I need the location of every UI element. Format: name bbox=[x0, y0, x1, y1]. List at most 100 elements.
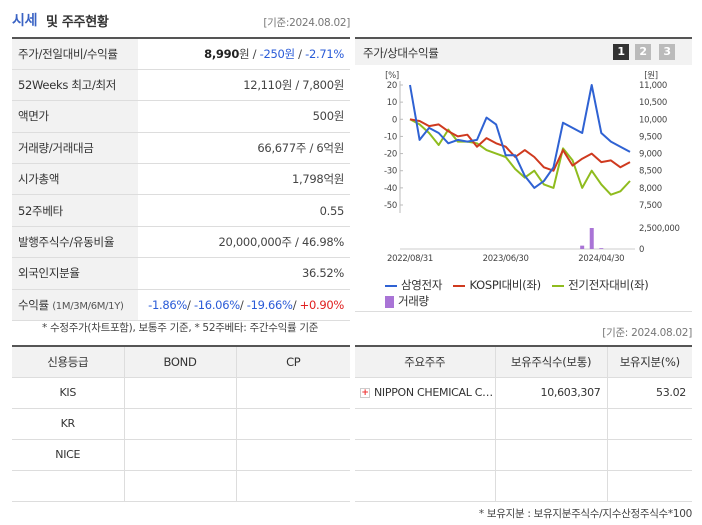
right-tick-label: 9,000 bbox=[639, 150, 662, 160]
legend-item-삼영전자[interactable]: 삼영전자 bbox=[385, 277, 442, 293]
shares-cell bbox=[494, 439, 607, 471]
market-stats-table: 주가/전일대비/수익률 8,990원 / -250원 / -2.71% 52Week… bbox=[12, 37, 350, 322]
stats-label-text: 수익률 bbox=[18, 297, 49, 312]
stats-value: 500원 bbox=[138, 100, 350, 133]
stats-label-period: (1M/3M/6M/1Y) bbox=[52, 300, 124, 312]
cp-cell bbox=[235, 377, 350, 409]
left-tick-label: 0 bbox=[392, 115, 397, 125]
stats-label: 시가총액 bbox=[12, 163, 138, 196]
stats-label-text: 외국인지분율 bbox=[18, 266, 80, 281]
table-row: KIS bbox=[12, 377, 350, 409]
section-header: 시세 및 주주현황 [기준:2024.08.02] bbox=[12, 8, 352, 32]
bond-cell bbox=[123, 439, 236, 471]
stake-cell bbox=[606, 408, 692, 440]
legend-label: 거래량 bbox=[398, 294, 429, 308]
cell-text: NICE bbox=[55, 448, 81, 461]
volume-bar bbox=[580, 245, 585, 249]
left-tick-label: 20 bbox=[387, 81, 397, 91]
left-tick-label: 10 bbox=[387, 98, 397, 108]
right-tick-label: 9,500 bbox=[639, 132, 662, 142]
agency-cell: KR bbox=[12, 408, 124, 440]
cp-cell bbox=[235, 439, 350, 471]
chart-legend-row-1: 삼영전자 KOSPI대비(좌) 전기전자대비(좌) bbox=[385, 277, 657, 293]
table-row bbox=[355, 408, 692, 440]
right-tick-label: 7,500 bbox=[639, 201, 662, 211]
volume-bar bbox=[589, 228, 594, 249]
series-line bbox=[409, 118, 631, 172]
legend-item-volume[interactable]: 거래량 bbox=[385, 293, 429, 309]
stats-label: 외국인지분율 bbox=[12, 257, 138, 290]
chart-page-3-button[interactable]: 3 bbox=[659, 44, 675, 60]
stake-col-header: 보유지분(%) bbox=[606, 346, 692, 378]
right-axis-unit: [원] bbox=[644, 71, 658, 81]
x-tick-label: 2022/08/31 bbox=[387, 254, 433, 264]
right-tick-label: 11,000 bbox=[639, 81, 667, 91]
stats-row: 수익률 (1M/3M/6M/1Y) -1.86%/ -16.06%/ -19.66… bbox=[12, 289, 350, 322]
stats-label: 52주베타 bbox=[12, 194, 138, 227]
legend-item-kospi[interactable]: KOSPI대비(좌) bbox=[453, 277, 541, 293]
left-tick-label: -10 bbox=[384, 132, 397, 142]
cell-text: 10,603,307 bbox=[540, 386, 601, 399]
stats-value: 66,677주 / 6억원 bbox=[138, 132, 350, 165]
stats-value: 1,798억원 bbox=[138, 163, 350, 196]
chart-page-2-button[interactable]: 2 bbox=[635, 44, 651, 60]
agency-cell: NICE bbox=[12, 439, 124, 471]
cell-text: 53.02 bbox=[656, 386, 686, 399]
credit-col-header: 신용등급 bbox=[12, 346, 124, 378]
stats-value-part: +0.90% bbox=[299, 297, 345, 312]
stats-value-part: / bbox=[187, 297, 194, 312]
agency-cell: KIS bbox=[12, 377, 124, 409]
stats-value: 0.55 bbox=[138, 194, 350, 227]
major-shareholder-table: 주요주주 보유주식수(보통) 보유지분(%) + NIPPON CHEMICAL … bbox=[355, 345, 692, 502]
stats-label: 주가/전일대비/수익률 bbox=[12, 38, 138, 70]
stats-label-text: 거래량/거래대금 bbox=[18, 140, 94, 155]
stats-row: 주가/전일대비/수익률 8,990원 / -250원 / -2.71% bbox=[12, 38, 350, 70]
table-row bbox=[355, 470, 692, 502]
shares-cell bbox=[494, 470, 607, 502]
stats-value-part: -250원 bbox=[259, 46, 295, 61]
table-row: KR bbox=[12, 408, 350, 440]
stats-value-part: -1.86% bbox=[148, 297, 187, 312]
chart-title: 주가/상대수익률 bbox=[363, 46, 439, 60]
stats-value: 20,000,000주 / 46.98% bbox=[138, 226, 350, 259]
reference-date: [기준:2024.08.02] bbox=[263, 17, 350, 29]
legend-label: 삼영전자 bbox=[401, 278, 443, 292]
cp-col-header: CP bbox=[235, 346, 350, 378]
left-tick-label: -40 bbox=[384, 184, 397, 194]
cell-text: NIPPON CHEMICAL C… bbox=[374, 386, 493, 399]
section-title: 시세 bbox=[12, 13, 38, 29]
left-tick-label: -30 bbox=[384, 167, 397, 177]
legend-label: KOSPI대비(좌) bbox=[469, 278, 541, 292]
shares-cell bbox=[494, 408, 607, 440]
expand-plus-icon[interactable]: + bbox=[360, 388, 370, 398]
stats-label-text: 52주베타 bbox=[18, 203, 63, 218]
stats-label: 발행주식수/유동비율 bbox=[12, 226, 138, 259]
stats-row: 외국인지분율 36.52% bbox=[12, 257, 350, 290]
holder-col-header: 주요주주 bbox=[355, 346, 495, 378]
table-row: + NIPPON CHEMICAL C… 10,603,307 53.02 bbox=[355, 377, 692, 409]
table-row bbox=[355, 439, 692, 471]
agency-cell bbox=[12, 470, 124, 502]
holder-name-cell bbox=[355, 408, 495, 440]
stats-footnote: * 수정주가(차트포함), 보통주 기준, * 52주베타: 주간수익률 기준 bbox=[42, 322, 319, 334]
chart-page-1-button[interactable]: 1 bbox=[613, 44, 629, 60]
legend-item-sector[interactable]: 전기전자대비(좌) bbox=[552, 277, 649, 293]
stats-label: 액면가 bbox=[12, 100, 138, 133]
stats-value-part: 8,990 bbox=[204, 46, 240, 61]
stats-row: 거래량/거래대금 66,677주 / 6억원 bbox=[12, 132, 350, 165]
cp-cell bbox=[235, 408, 350, 440]
stats-row: 52주베타 0.55 bbox=[12, 194, 350, 227]
legend-swatch bbox=[552, 284, 565, 287]
holder-name-cell[interactable]: + NIPPON CHEMICAL C… bbox=[355, 377, 495, 409]
legend-swatch bbox=[385, 284, 397, 287]
holder-name-cell bbox=[355, 439, 495, 471]
left-tick-label: -50 bbox=[384, 201, 397, 211]
stats-value-part: -16.06% bbox=[193, 297, 240, 312]
stats-value-part: 원 / bbox=[239, 46, 260, 61]
right-tick-label: 8,500 bbox=[639, 167, 662, 177]
legend-swatch bbox=[453, 284, 466, 287]
legend-label: 전기전자대비(좌) bbox=[568, 278, 649, 292]
stats-label-text: 주가/전일대비/수익률 bbox=[18, 46, 118, 61]
holder-name-cell bbox=[355, 470, 495, 502]
chart-legend-row-2: 거래량 bbox=[385, 293, 437, 309]
